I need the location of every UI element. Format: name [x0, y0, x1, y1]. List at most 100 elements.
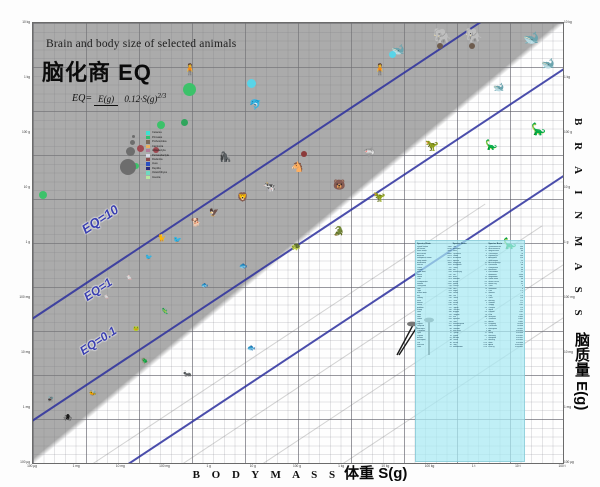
species-table-row[interactable]: Megalodon 1000 — [488, 276, 523, 278]
legend-item[interactable]: Primates — [146, 135, 169, 140]
species-table-row[interactable]: Zebra 410 — [417, 304, 452, 306]
species-table-row[interactable]: Wasp 0.00008 — [488, 332, 523, 334]
species-table-row[interactable]: Jaguar 157 — [417, 323, 452, 325]
species-table-row[interactable]: Komodo 8 — [453, 328, 488, 330]
species-table-row[interactable]: Walrus 1126 — [417, 264, 452, 266]
species-table-row[interactable]: Diplodocus 100 — [488, 255, 523, 257]
species-table-row[interactable]: Carp 0.9 — [488, 295, 523, 297]
species-table-row[interactable]: Coyote 78 — [417, 335, 452, 337]
species-table-row[interactable]: Guinea pig 4 — [453, 271, 488, 273]
species-table-row[interactable]: Salmon 1 — [488, 292, 523, 294]
species-table-row[interactable]: Camel 762 — [417, 267, 452, 269]
species-table-row[interactable]: Goose 8 — [453, 302, 488, 304]
species-table-row[interactable]: Tyrannosaurus 200 — [488, 246, 523, 248]
species-table-row[interactable]: Mosquito 0.00001 — [488, 337, 523, 339]
species-table-row[interactable]: Guppy 0.01 — [488, 304, 523, 306]
species-table-row[interactable]: Lobster 0.02 — [488, 311, 523, 313]
species-table-row[interactable]: Llama 208 — [417, 318, 452, 320]
legend-item[interactable]: Insecta — [146, 175, 169, 180]
species-table-row[interactable]: Lion 240 — [417, 288, 452, 290]
legend-item[interactable]: Cetacea — [146, 131, 169, 135]
species-table-row[interactable]: Blue whale 6800 — [417, 253, 452, 255]
species-table-row[interactable]: Ichthyosaur 50 — [488, 267, 523, 269]
species-table-row[interactable]: Triceratops 70 — [488, 253, 523, 255]
species-table-row[interactable]: Shrew 0.1 — [453, 283, 488, 285]
species-table-row[interactable]: Herring 0.2 — [488, 300, 523, 302]
species-table-row[interactable]: Rat 2 — [453, 274, 488, 276]
species-table-row[interactable]: Chimpanzee 420 — [417, 281, 452, 283]
species-table-row[interactable]: Fruit fly 0.000002 — [488, 346, 523, 348]
species-table-row[interactable]: Aphid 0.000005 — [488, 344, 523, 346]
species-table-row[interactable]: Hamster 1.4 — [453, 278, 488, 280]
legend[interactable]: Cetacea Primates Proboscidea Carnivora A… — [118, 131, 190, 180]
species-table-row[interactable]: Hummingbird 0.2 — [453, 323, 488, 325]
species-table-row[interactable]: Squirrel 7 — [453, 260, 488, 262]
legend-item[interactable]: Reptilia — [146, 166, 169, 171]
species-table-row[interactable]: Fin whale 6930 — [417, 248, 452, 250]
species-table-row[interactable]: Sheep 140 — [417, 309, 452, 311]
species-table-row[interactable]: Human 1350 — [417, 283, 452, 285]
species-table-row[interactable]: Deer 180 — [417, 311, 452, 313]
species-table-row[interactable]: Plesiosaur 60 — [488, 264, 523, 266]
species-table-row[interactable]: Frog 0.08 — [453, 344, 488, 346]
species-table-row[interactable]: Gray whale 4317 — [417, 260, 452, 262]
species-table-row[interactable]: Marmoset 8 — [453, 257, 488, 259]
species-table-row[interactable]: Otter 41 — [417, 346, 452, 348]
species-table-row[interactable]: Brown bear 289 — [417, 292, 452, 294]
species-table-row[interactable]: Owl 7 — [453, 295, 488, 297]
species-table-row[interactable]: Wolf 152 — [417, 316, 452, 318]
species-table-row[interactable]: Moth 0.00004 — [488, 342, 523, 344]
legend-item[interactable]: Carnivora — [146, 144, 169, 149]
species-table-row[interactable]: Goat 115 — [417, 314, 452, 316]
species-table-row[interactable]: Orangutan 370 — [417, 285, 452, 287]
species-table-row[interactable]: Donkey 370 — [417, 297, 452, 299]
species-table-row[interactable]: Mouse 0.4 — [453, 281, 488, 283]
species-table-row[interactable]: Mongoose 10 — [453, 264, 488, 266]
species-table-row[interactable]: Honeybee 0.0001 — [488, 328, 523, 330]
species-table-row[interactable]: Gull 4.6 — [453, 316, 488, 318]
species-table-row[interactable]: Salamander 0.03 — [453, 346, 488, 348]
species-table-row[interactable]: Chicken 4 — [453, 309, 488, 311]
species-table-row[interactable]: Raccoon 39 — [417, 344, 452, 346]
species-table-row[interactable]: Armadillo 11 — [453, 248, 488, 250]
species-table-row[interactable]: Great white 34 — [488, 278, 523, 280]
species-table-row[interactable]: Swordfish 6 — [488, 288, 523, 290]
legend-item[interactable]: Proboscidea — [146, 140, 169, 144]
species-table[interactable]: Species Brain Sperm whale 7800 Fin whale 693… — [415, 240, 525, 462]
species-table-row[interactable]: Crab 0.01 — [488, 314, 523, 316]
species-table-row[interactable]: Sea turtle 4 — [453, 330, 488, 332]
legend-item[interactable]: Aves — [146, 162, 169, 166]
species-table-row[interactable]: Crow 9.3 — [453, 300, 488, 302]
species-table-row[interactable]: Pig 180 — [417, 295, 452, 297]
species-table-row[interactable]: Humpback whale 4675 — [417, 257, 452, 259]
species-table-row[interactable]: Elephant 4783 — [417, 255, 452, 257]
species-table-row[interactable]: Tarantula 0.002 — [488, 318, 523, 320]
species-table-row[interactable]: Hedgehog 3.3 — [453, 262, 488, 264]
species-table-row[interactable]: Sperm whale 7800 — [417, 246, 452, 248]
species-table-row[interactable]: Gorilla 465 — [417, 276, 452, 278]
species-table-row[interactable]: Crocodile 15 — [453, 325, 488, 327]
species-table-row[interactable]: Giraffe 680 — [417, 269, 452, 271]
species-table-row[interactable]: Ant 0.00003 — [488, 330, 523, 332]
legend-items[interactable]: Cetacea Primates Proboscidea Carnivora A… — [146, 131, 169, 180]
species-table-row[interactable]: Velociraptor 15 — [488, 260, 523, 262]
species-table-row[interactable]: Cod 1.2 — [488, 290, 523, 292]
species-table-row[interactable]: Housefly 0.00002 — [488, 335, 523, 337]
species-table-row[interactable]: Tuna 4 — [488, 285, 523, 287]
species-table-row[interactable]: Macaque 88 — [417, 328, 452, 330]
species-table-row[interactable]: Cat 30 — [417, 342, 452, 344]
species-table-row[interactable]: Manta ray 52 — [488, 283, 523, 285]
species-table-row[interactable]: Cow 423 — [417, 278, 452, 280]
species-table-row[interactable]: Allosaurus 120 — [488, 257, 523, 259]
species-table-row[interactable]: Gecko 0.05 — [453, 342, 488, 344]
species-table-row[interactable]: Horse 532 — [417, 274, 452, 276]
species-table-row[interactable]: Dragonfly 0.0008 — [488, 323, 523, 325]
species-table-row[interactable]: Bat 0.3 — [453, 269, 488, 271]
species-table-row[interactable]: Tiger 263 — [417, 290, 452, 292]
species-table-row[interactable]: Capybara 76 — [417, 330, 452, 332]
species-table-row[interactable]: Killer whale 5620 — [417, 250, 452, 252]
species-table-row[interactable]: Ferret 7 — [453, 267, 488, 269]
species-table-row[interactable]: Goldfish 0.1 — [488, 302, 523, 304]
legend-item[interactable]: Osteichthyes — [146, 171, 169, 175]
species-table-row[interactable]: Whale shark 60 — [488, 281, 523, 283]
